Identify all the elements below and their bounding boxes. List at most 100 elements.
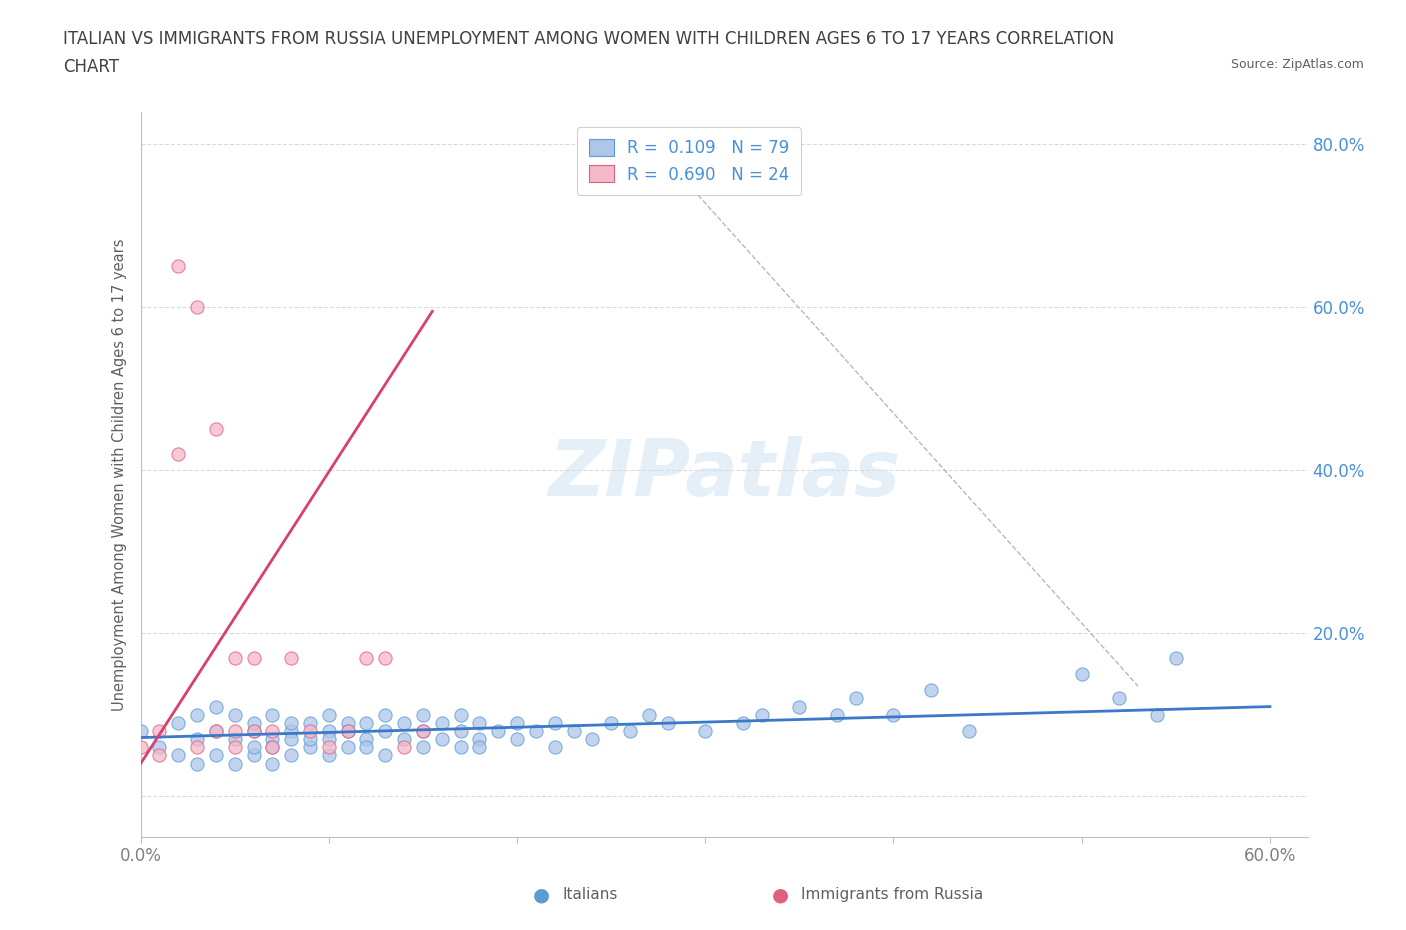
Point bbox=[751, 708, 773, 723]
Point bbox=[242, 724, 264, 738]
Point bbox=[186, 299, 208, 314]
Point bbox=[374, 708, 396, 723]
Point bbox=[318, 724, 340, 738]
Point bbox=[148, 748, 170, 763]
Point bbox=[450, 724, 472, 738]
Point bbox=[374, 650, 396, 665]
Point bbox=[298, 724, 321, 738]
Point bbox=[336, 724, 359, 738]
Y-axis label: Unemployment Among Women with Children Ages 6 to 17 years: Unemployment Among Women with Children A… bbox=[112, 238, 128, 711]
Point bbox=[280, 748, 302, 763]
Point bbox=[224, 740, 246, 755]
Point bbox=[262, 756, 284, 771]
Point bbox=[1146, 708, 1168, 723]
Point bbox=[581, 732, 603, 747]
Point bbox=[356, 715, 378, 730]
Legend: R =  0.109   N = 79, R =  0.690   N = 24: R = 0.109 N = 79, R = 0.690 N = 24 bbox=[576, 127, 801, 195]
Point bbox=[789, 699, 811, 714]
Point bbox=[148, 740, 170, 755]
Point bbox=[544, 715, 567, 730]
Text: Italians: Italians bbox=[562, 887, 617, 902]
Point bbox=[298, 715, 321, 730]
Point bbox=[600, 715, 623, 730]
Point bbox=[167, 748, 190, 763]
Point bbox=[412, 724, 434, 738]
Point bbox=[825, 708, 848, 723]
Point bbox=[374, 748, 396, 763]
Point bbox=[224, 708, 246, 723]
Point bbox=[731, 715, 754, 730]
Text: CHART: CHART bbox=[63, 58, 120, 75]
Point bbox=[486, 724, 509, 738]
Point bbox=[506, 732, 529, 747]
Point bbox=[205, 748, 228, 763]
Text: ●: ● bbox=[772, 885, 789, 904]
Point bbox=[280, 715, 302, 730]
Point bbox=[336, 740, 359, 755]
Point bbox=[318, 708, 340, 723]
Point bbox=[242, 740, 264, 755]
Point bbox=[318, 748, 340, 763]
Point bbox=[224, 732, 246, 747]
Text: Source: ZipAtlas.com: Source: ZipAtlas.com bbox=[1230, 58, 1364, 71]
Point bbox=[205, 699, 228, 714]
Point bbox=[392, 715, 415, 730]
Point bbox=[619, 724, 641, 738]
Point bbox=[920, 683, 942, 698]
Point bbox=[450, 740, 472, 755]
Point bbox=[298, 740, 321, 755]
Point bbox=[657, 715, 679, 730]
Point bbox=[242, 724, 264, 738]
Point bbox=[129, 724, 152, 738]
Point bbox=[412, 708, 434, 723]
Point bbox=[845, 691, 868, 706]
Point bbox=[562, 724, 585, 738]
Point bbox=[336, 724, 359, 738]
Point bbox=[262, 740, 284, 755]
Point bbox=[468, 740, 491, 755]
Point bbox=[298, 732, 321, 747]
Point bbox=[224, 724, 246, 738]
Point bbox=[186, 732, 208, 747]
Point bbox=[957, 724, 980, 738]
Point bbox=[356, 740, 378, 755]
Point bbox=[186, 740, 208, 755]
Text: Immigrants from Russia: Immigrants from Russia bbox=[801, 887, 984, 902]
Point bbox=[1164, 650, 1187, 665]
Point bbox=[412, 740, 434, 755]
Point bbox=[392, 740, 415, 755]
Point bbox=[167, 259, 190, 274]
Point bbox=[148, 724, 170, 738]
Point bbox=[544, 740, 567, 755]
Point bbox=[318, 732, 340, 747]
Point bbox=[882, 708, 904, 723]
Point bbox=[412, 724, 434, 738]
Point bbox=[262, 708, 284, 723]
Point bbox=[167, 715, 190, 730]
Point bbox=[1108, 691, 1130, 706]
Point bbox=[167, 446, 190, 461]
Text: ZIPatlas: ZIPatlas bbox=[548, 436, 900, 512]
Point bbox=[224, 650, 246, 665]
Point bbox=[336, 715, 359, 730]
Point bbox=[242, 650, 264, 665]
Point bbox=[468, 732, 491, 747]
Point bbox=[242, 748, 264, 763]
Point bbox=[129, 740, 152, 755]
Point bbox=[430, 732, 453, 747]
Point bbox=[695, 724, 717, 738]
Text: ITALIAN VS IMMIGRANTS FROM RUSSIA UNEMPLOYMENT AMONG WOMEN WITH CHILDREN AGES 6 : ITALIAN VS IMMIGRANTS FROM RUSSIA UNEMPL… bbox=[63, 30, 1115, 47]
Point bbox=[280, 732, 302, 747]
Text: ●: ● bbox=[533, 885, 550, 904]
Point bbox=[205, 724, 228, 738]
Point bbox=[468, 715, 491, 730]
Point bbox=[280, 724, 302, 738]
Point bbox=[205, 724, 228, 738]
Point bbox=[186, 708, 208, 723]
Point bbox=[506, 715, 529, 730]
Point bbox=[186, 756, 208, 771]
Point bbox=[524, 724, 547, 738]
Point bbox=[262, 732, 284, 747]
Point bbox=[262, 740, 284, 755]
Point bbox=[450, 708, 472, 723]
